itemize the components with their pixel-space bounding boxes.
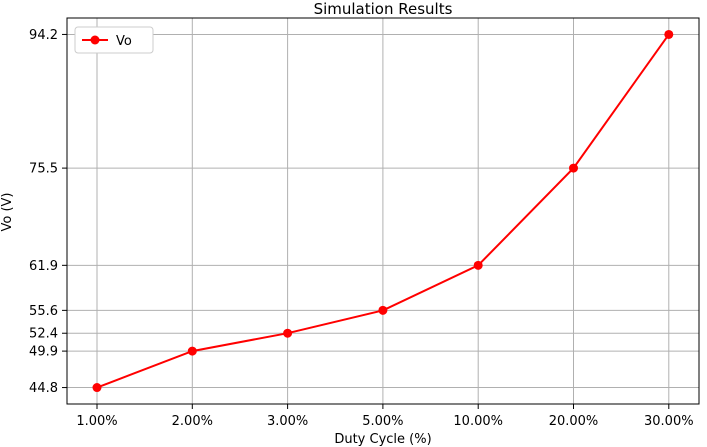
x-tick-label: 1.00% xyxy=(76,414,117,429)
y-axis-label: Vo (V) xyxy=(0,192,15,231)
x-axis: 1.00% 2.00% 3.00% 5.00% 10.00% 20.00% 30.00% xyxy=(76,404,694,429)
data-point xyxy=(378,305,388,315)
legend-marker xyxy=(90,35,100,45)
x-tick-label: 2.00% xyxy=(172,414,213,429)
x-tick-label: 10.00% xyxy=(453,414,503,429)
y-tick-label: 44.8 xyxy=(29,381,58,396)
data-point xyxy=(187,346,197,356)
legend-label: Vo xyxy=(116,34,132,49)
y-axis: 44.8 49.9 52.4 55.6 61.9 75.5 94.2 xyxy=(29,28,67,396)
chart-title: Simulation Results xyxy=(314,0,453,18)
data-point xyxy=(473,260,483,270)
y-tick-label: 52.4 xyxy=(29,327,58,342)
y-tick-label: 55.6 xyxy=(29,304,58,319)
grid xyxy=(67,18,699,404)
data-point xyxy=(92,383,102,393)
data-point xyxy=(283,328,293,338)
x-axis-label: Duty Cycle (%) xyxy=(334,432,431,447)
x-tick-label: 30.00% xyxy=(644,414,694,429)
x-tick-label: 3.00% xyxy=(267,414,308,429)
data-point xyxy=(569,163,578,173)
y-tick-label: 75.5 xyxy=(29,162,58,177)
x-tick-label: 5.00% xyxy=(362,414,403,429)
x-tick-label: 20.00% xyxy=(549,414,599,429)
data-point xyxy=(664,29,674,39)
series-group xyxy=(92,29,674,393)
legend: Vo xyxy=(74,26,154,54)
y-tick-label: 49.9 xyxy=(29,345,58,360)
legend-frame xyxy=(74,26,154,54)
y-tick-label: 61.9 xyxy=(29,259,58,274)
y-tick-label: 94.2 xyxy=(29,28,58,43)
